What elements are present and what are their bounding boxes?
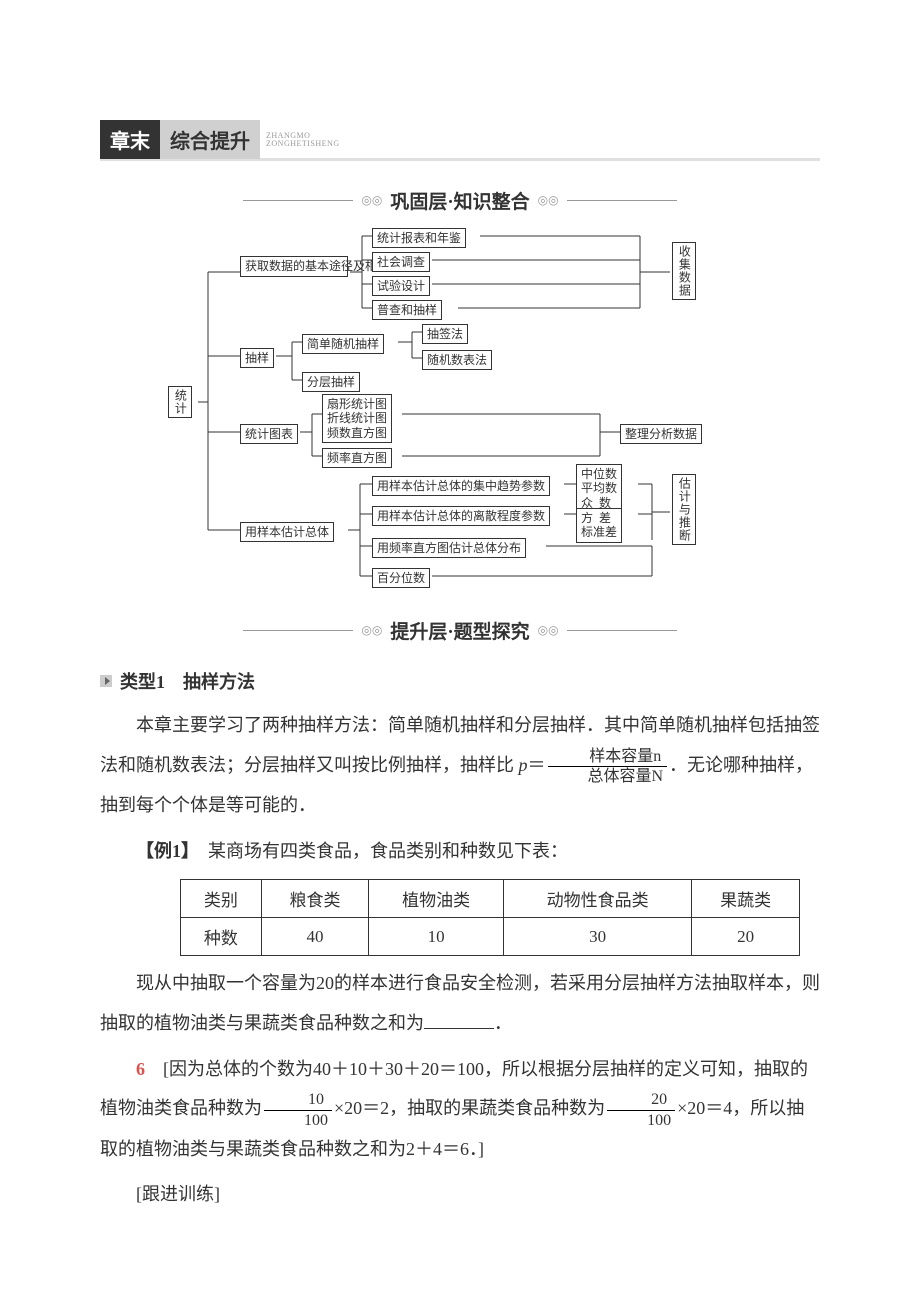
deco-icon: ◎◎	[538, 193, 559, 208]
answer-blank	[424, 1013, 494, 1029]
food-table: 类别 粮食类 植物油类 动物性食品类 果蔬类 种数 40 10 30 20	[180, 879, 800, 956]
deco-icon: ◎◎	[538, 623, 559, 638]
diag-b1-i2: 试验设计	[372, 276, 430, 296]
th-0: 类别	[181, 880, 262, 918]
th-1: 粮食类	[261, 880, 369, 918]
category-1-title: 类型1 抽样方法	[100, 668, 820, 694]
diag-b1-i1: 社会调查	[372, 252, 430, 272]
td-1: 10	[369, 918, 504, 956]
followup-label: [跟进训练]	[100, 1175, 820, 1215]
diag-b4-i2: 用频率直方图估计总体分布	[372, 538, 526, 558]
diag-estimate: 估计与推断	[672, 474, 696, 545]
diag-b2: 抽样	[240, 348, 274, 368]
th-4: 果蔬类	[692, 880, 800, 918]
chapter-header: 章末 综合提升 ZHANGMOZONGHETISHENG	[100, 120, 820, 159]
td-label: 种数	[181, 918, 262, 956]
diag-b4-i1: 用样本估计总体的离散程度参数	[372, 506, 550, 526]
cat-name: 抽样方法	[183, 668, 255, 694]
td-3: 20	[692, 918, 800, 956]
diag-root: 统计	[168, 386, 192, 418]
concept-diagram: 统计 获取数据的基本途径及相关概念 统计报表和年鉴 社会调查 试验设计 普查和抽…	[100, 230, 820, 597]
diag-b3: 统计图表	[240, 424, 298, 444]
diag-b2-strat: 分层抽样	[302, 372, 360, 392]
cat-prefix: 类型1	[120, 668, 165, 694]
solution-text: 6 [因为总体的个数为40＋10＋30＋20＝100，所以根据分层抽样的定义可知…	[100, 1050, 820, 1170]
th-3: 动物性食品类	[503, 880, 691, 918]
diag-dispersion: 方 差标准差	[576, 508, 622, 543]
diag-b1-i0: 统计报表和年鉴	[372, 228, 466, 248]
diag-b4: 用样本估计总体	[240, 522, 334, 542]
diag-b4-i3: 百分位数	[372, 568, 430, 588]
diag-b4-i0: 用样本估计总体的集中趋势参数	[372, 476, 550, 496]
header-right: 综合提升	[160, 120, 260, 159]
diag-b2-simple: 简单随机抽样	[302, 334, 384, 354]
example-1: 【例1】 某商场有四类食品，食品类别和种数见下表：	[100, 832, 820, 872]
th-2: 植物油类	[369, 880, 504, 918]
section-explore: ◎◎ 提升层·题型探究 ◎◎	[100, 617, 820, 644]
arrow-icon	[100, 675, 112, 687]
paragraph-intro: 本章主要学习了两种抽样方法：简单随机抽样和分层抽样．其中简单随机抽样包括抽签法和…	[100, 706, 820, 826]
td-2: 30	[503, 918, 691, 956]
diag-b2-m1: 随机数表法	[422, 350, 492, 370]
diag-analyze: 整理分析数据	[620, 424, 702, 444]
table-header-row: 类别 粮食类 植物油类 动物性食品类 果蔬类	[181, 880, 800, 918]
example-1-question: 现从中抽取一个容量为20的样本进行食品安全检测，若采用分层抽样方法抽取样本，则抽…	[100, 964, 820, 1043]
diag-collect: 收集数据	[672, 242, 696, 300]
diag-b1: 获取数据的基本途径及相关概念	[240, 256, 348, 277]
diag-b2-m0: 抽签法	[422, 324, 468, 344]
answer-value: 6	[136, 1059, 145, 1079]
diag-central: 中位数平均数众 数	[576, 464, 622, 513]
diag-b3-freq: 频率直方图	[322, 448, 392, 468]
diag-b3-group: 扇形统计图折线统计图频数直方图	[322, 394, 392, 443]
td-0: 40	[261, 918, 369, 956]
table-data-row: 种数 40 10 30 20	[181, 918, 800, 956]
section-consolidate: ◎◎ 巩固层·知识整合 ◎◎	[100, 187, 820, 214]
header-romaji: ZHANGMOZONGHETISHENG	[260, 132, 340, 148]
deco-icon: ◎◎	[361, 623, 382, 638]
deco-icon: ◎◎	[361, 193, 382, 208]
header-left: 章末	[100, 120, 160, 159]
example-label: 【例1】	[136, 841, 190, 861]
diag-b1-i3: 普查和抽样	[372, 300, 442, 320]
